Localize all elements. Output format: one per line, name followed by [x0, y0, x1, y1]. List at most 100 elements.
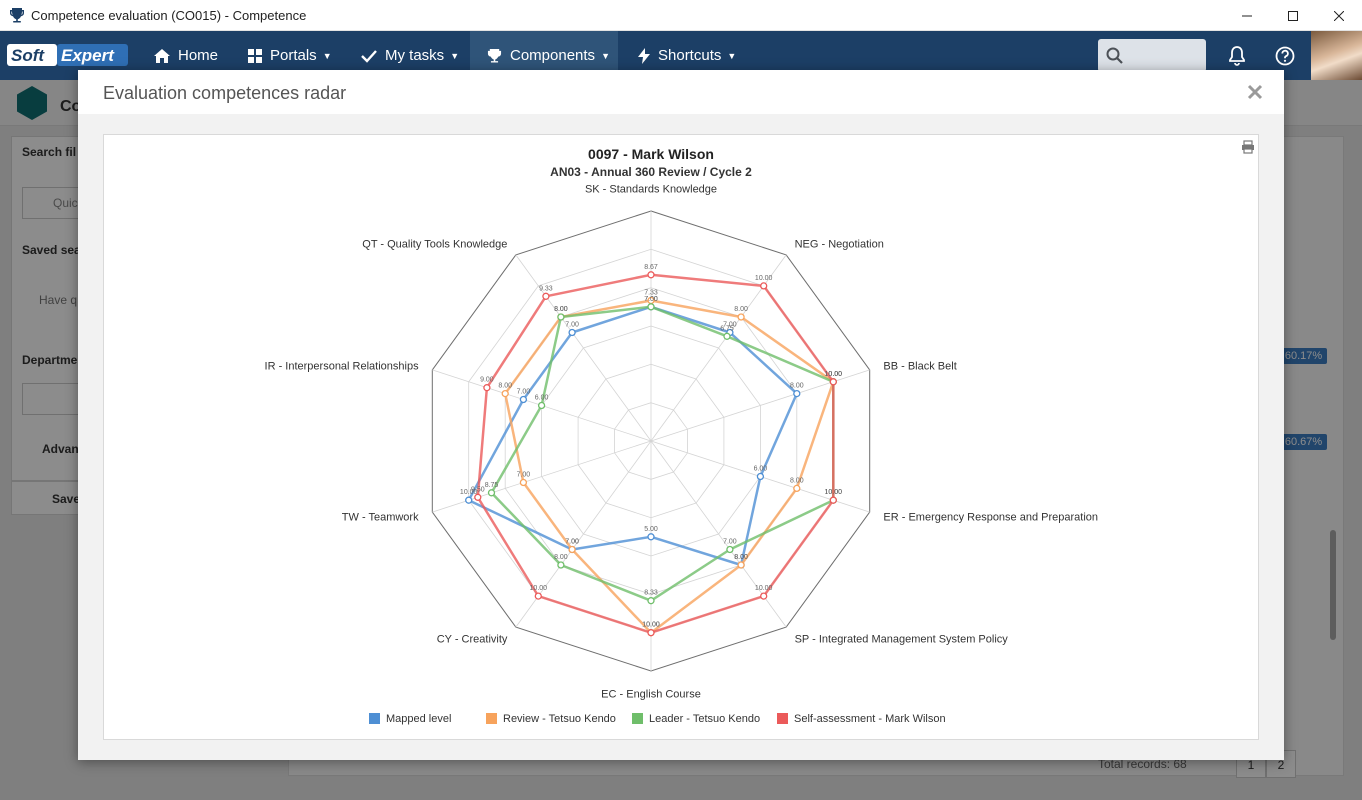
axis-label: IR - Interpersonal Relationships — [265, 361, 420, 373]
legend-item[interactable]: Mapped level — [369, 713, 451, 725]
series-0: 7.00 7.00 8.00 6.00 8.00 5.00 7.00 10.00 7.00 7.0… — [460, 296, 804, 569]
legend-label: Review - Tetsuo Kendo — [503, 713, 616, 725]
data-label: 10.00 — [825, 371, 843, 378]
home-icon — [154, 48, 170, 63]
maximize-button[interactable] — [1270, 0, 1316, 31]
data-point — [793, 484, 801, 493]
data-point — [737, 313, 745, 321]
axis-label: BB - Black Belt — [883, 361, 956, 373]
legend-item[interactable]: Self-assessment - Mark Wilson — [777, 713, 946, 725]
axis-label: SP - Integrated Management System Policy — [795, 634, 1009, 646]
data-point — [519, 395, 528, 404]
data-point — [542, 292, 550, 300]
data-label: 7.00 — [517, 389, 531, 396]
grid-spoke — [650, 254, 787, 442]
data-label: 10.00 — [642, 622, 660, 629]
help-button[interactable] — [1272, 43, 1298, 69]
data-label: 6.75 — [720, 325, 734, 332]
nav-portals-label: Portals — [270, 47, 317, 64]
chart-subtitle: AN03 - Annual 360 Review / Cycle 2 — [550, 165, 752, 179]
data-label: 10.00 — [460, 489, 478, 496]
data-label: 8.00 — [554, 306, 568, 313]
help-icon — [1275, 46, 1295, 66]
department-label: Departme — [22, 353, 78, 367]
data-label: 7.00 — [644, 296, 658, 303]
quick-search-placeholder: Quick — [53, 196, 84, 210]
grid-spoke — [515, 254, 652, 442]
data-label: 10.00 — [642, 622, 660, 629]
user-avatar[interactable] — [1311, 31, 1362, 80]
data-label: 8.75 — [485, 482, 499, 489]
data-point — [829, 378, 837, 386]
legend-swatch — [486, 713, 497, 724]
data-label: 7.00 — [723, 322, 737, 329]
close-window-button[interactable] — [1316, 0, 1362, 31]
nav-portals[interactable]: Portals ▼ — [248, 31, 332, 80]
window-title-bar: Competence evaluation (CO015) - Competen… — [0, 0, 1362, 31]
data-label: 8.00 — [734, 306, 748, 313]
print-icon[interactable] — [1241, 140, 1255, 154]
data-point — [726, 545, 734, 554]
nav-shortcuts[interactable]: Shortcuts ▼ — [638, 31, 736, 80]
data-label: 8.00 — [790, 383, 804, 390]
maximize-icon — [1288, 10, 1298, 21]
series-line — [476, 273, 835, 634]
data-point — [723, 332, 731, 340]
softexpert-logo[interactable]: Soft Expert — [5, 42, 130, 68]
nav-my-tasks[interactable]: My tasks ▼ — [361, 31, 459, 80]
minimize-button[interactable] — [1224, 0, 1270, 31]
data-label: 10.00 — [530, 585, 548, 592]
notifications-button[interactable] — [1224, 43, 1250, 69]
data-label: 6.00 — [754, 466, 768, 473]
nav-home[interactable]: Home — [154, 31, 218, 80]
search-filter-label: Search fil — [22, 145, 77, 159]
chevron-down-icon: ▼ — [322, 50, 332, 61]
chevron-down-icon: ▼ — [601, 50, 610, 61]
advanced-label[interactable]: Advan — [42, 442, 79, 456]
data-point — [557, 313, 565, 321]
page-title-fragment: Co — [60, 98, 82, 115]
data-point — [487, 489, 496, 497]
global-search-input[interactable] — [1098, 39, 1206, 72]
data-point — [829, 496, 837, 504]
modal-close-button[interactable] — [1244, 80, 1266, 102]
quick-search-input[interactable]: Quick — [22, 187, 84, 219]
chart-title: 0097 - Mark Wilson — [588, 146, 714, 162]
data-point — [647, 629, 655, 637]
data-point — [537, 401, 546, 410]
data-label: 8.00 — [498, 383, 512, 390]
data-label: 7.00 — [565, 322, 579, 329]
modal-title: Evaluation competences radar — [103, 83, 347, 103]
axis-label: SK - Standards Knowledge — [585, 184, 717, 196]
bell-icon — [1229, 46, 1245, 66]
data-label: 7.00 — [565, 539, 579, 546]
grid-spoke — [515, 440, 652, 628]
department-tree-button[interactable] — [22, 383, 84, 415]
data-point — [793, 389, 801, 398]
data-label: 10.00 — [825, 371, 843, 378]
legend-item[interactable]: Review - Tetsuo Kendo — [486, 713, 616, 725]
check-icon — [361, 49, 377, 63]
scrollbar[interactable] — [1330, 530, 1336, 640]
legend-swatch — [369, 713, 380, 724]
axis-label: EC - English Course — [601, 688, 701, 700]
legend-label: Mapped level — [386, 713, 451, 725]
search-icon — [1106, 47, 1123, 64]
data-label: 5.00 — [644, 526, 658, 533]
series-1: 7.33 8.00 10.00 8.00 8.00 10.00 7.00 7.00 8.00 8.… — [498, 290, 843, 637]
save-button[interactable]: Save — [11, 481, 86, 515]
axis-label: NEG - Negotiation — [795, 238, 884, 250]
radar-modal: Evaluation competences radar 0097 - Mark… — [78, 70, 1284, 760]
saved-searches-hint: Have q — [39, 293, 78, 307]
data-label: 6.00 — [535, 395, 549, 402]
series-2: 7.006.7510.0010.007.008.338.008.756.008.… — [485, 296, 843, 605]
close-icon — [1247, 84, 1263, 100]
nav-home-label: Home — [178, 47, 219, 64]
window-title: Competence evaluation (CO015) - Competen… — [31, 7, 307, 23]
data-label: 10.00 — [755, 585, 773, 592]
modal-header: Evaluation competences radar — [78, 70, 1284, 114]
data-label: 10.00 — [825, 489, 843, 496]
legend-item[interactable]: Leader - Tetsuo Kendo — [632, 713, 760, 725]
legend-swatch — [632, 713, 643, 724]
data-label: 10.00 — [825, 371, 843, 378]
